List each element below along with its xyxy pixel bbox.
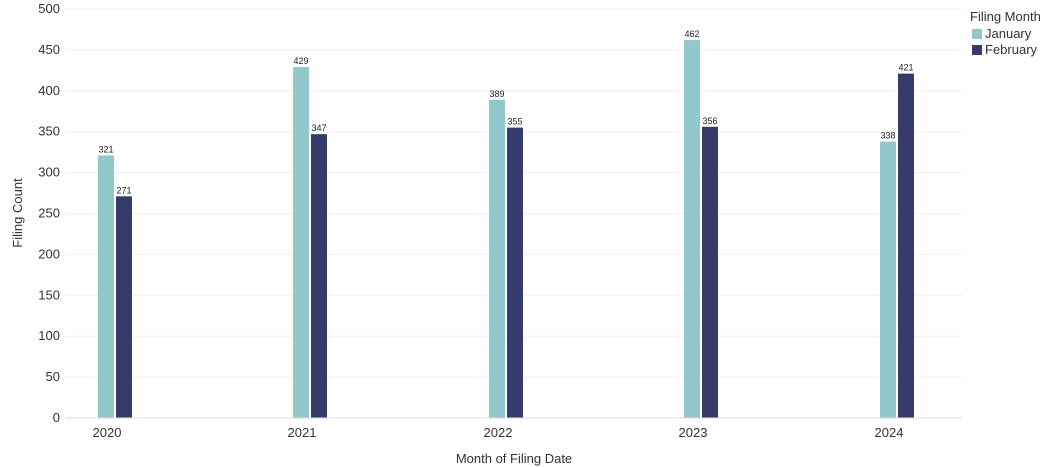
x-tick-label: 2021 [288, 425, 317, 440]
y-tick-label: 300 [38, 165, 60, 180]
data-labels: 321 271 429 347 389 355 462 356 338 421 [98, 29, 913, 195]
y-axis-ticks: 0 50 100 150 200 250 300 350 400 450 500 [38, 1, 60, 425]
legend-swatch-january[interactable] [972, 29, 982, 39]
bar-february-2022[interactable] [507, 127, 523, 419]
x-axis-title: Month of Filing Date [456, 451, 572, 466]
data-label: 389 [489, 89, 504, 99]
y-tick-label: 100 [38, 328, 60, 343]
bars [98, 40, 914, 419]
bar-january-2021[interactable] [293, 67, 309, 418]
x-tick-label: 2024 [875, 425, 904, 440]
data-label: 338 [880, 131, 895, 141]
x-tick-label: 2023 [679, 425, 708, 440]
x-tick-label: 2022 [484, 425, 513, 440]
y-axis-title: Filing Count [10, 178, 25, 248]
y-tick-label: 50 [46, 369, 60, 384]
y-tick-label: 450 [38, 42, 60, 57]
bar-january-2020[interactable] [98, 155, 114, 418]
legend-swatch-february[interactable] [972, 45, 982, 55]
y-tick-label: 0 [53, 410, 60, 425]
data-label: 321 [98, 144, 113, 154]
y-tick-label: 150 [38, 287, 60, 302]
bar-february-2020[interactable] [116, 196, 132, 418]
data-label: 429 [293, 56, 308, 66]
y-tick-label: 250 [38, 206, 60, 221]
legend-label-february[interactable]: February [985, 42, 1038, 57]
bar-january-2022[interactable] [489, 99, 505, 418]
data-label: 356 [702, 116, 717, 126]
y-tick-label: 350 [38, 124, 60, 139]
y-tick-label: 500 [38, 1, 60, 16]
bar-february-2023[interactable] [702, 126, 718, 419]
bar-january-2024[interactable] [880, 141, 896, 419]
x-tick-label: 2020 [93, 425, 122, 440]
data-label: 421 [898, 63, 913, 73]
bar-january-2023[interactable] [684, 40, 700, 419]
y-tick-label: 400 [38, 83, 60, 98]
legend-title: Filing Month [970, 9, 1041, 24]
legend-label-january[interactable]: January [985, 26, 1032, 41]
bar-february-2021[interactable] [311, 134, 327, 419]
data-label: 462 [684, 29, 699, 39]
y-tick-label: 200 [38, 246, 60, 261]
data-label: 271 [116, 185, 131, 195]
data-label: 347 [311, 123, 326, 133]
bar-february-2024[interactable] [898, 73, 914, 418]
data-label: 355 [507, 117, 522, 127]
x-axis-ticks: 2020 2021 2022 2023 2024 [93, 425, 904, 440]
